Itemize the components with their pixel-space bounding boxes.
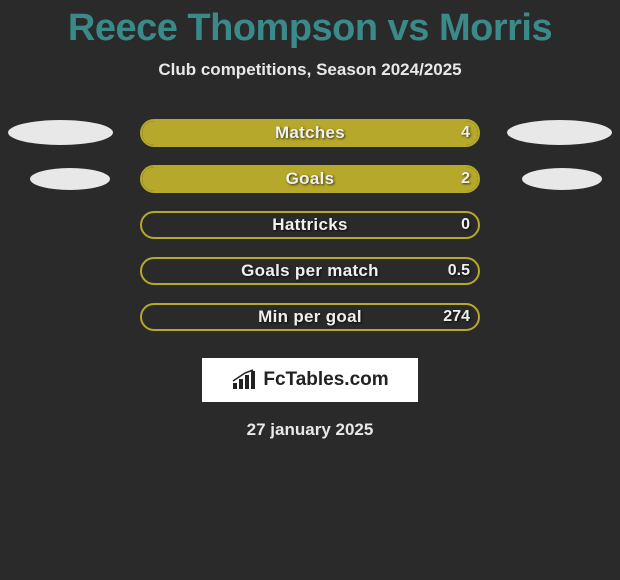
stat-row: Goals2	[0, 156, 620, 202]
stat-value: 0	[461, 216, 470, 234]
stat-bar: Goals per match0.5	[140, 257, 480, 285]
decorative-ellipse	[522, 168, 602, 190]
decorative-ellipse	[30, 168, 110, 190]
stat-bar: Hattricks0	[140, 211, 480, 239]
subtitle: Club competitions, Season 2024/2025	[0, 60, 620, 80]
stat-label: Matches	[142, 123, 478, 143]
date-line: 27 january 2025	[0, 420, 620, 440]
stat-value: 274	[443, 308, 470, 326]
logo-box: FcTables.com	[202, 358, 418, 402]
stat-label: Goals per match	[142, 261, 478, 281]
stats-area: Matches4Goals2Hattricks0Goals per match0…	[0, 110, 620, 340]
stat-bar: Min per goal274	[140, 303, 480, 331]
stat-value: 0.5	[448, 262, 470, 280]
stat-row: Matches4	[0, 110, 620, 156]
decorative-ellipse	[8, 120, 113, 145]
stat-label: Min per goal	[142, 307, 478, 327]
stat-value: 2	[461, 170, 470, 188]
stat-label: Goals	[142, 169, 478, 189]
stat-bar: Goals2	[140, 165, 480, 193]
stat-bar: Matches4	[140, 119, 480, 147]
stat-row: Hattricks0	[0, 202, 620, 248]
decorative-ellipse	[507, 120, 612, 145]
stat-value: 4	[461, 124, 470, 142]
page-title: Reece Thompson vs Morris	[0, 0, 620, 50]
stat-label: Hattricks	[142, 215, 478, 235]
stat-row: Goals per match0.5	[0, 248, 620, 294]
logo-text: FcTables.com	[263, 369, 388, 391]
stat-row: Min per goal274	[0, 294, 620, 340]
chart-logo-icon	[231, 369, 257, 391]
